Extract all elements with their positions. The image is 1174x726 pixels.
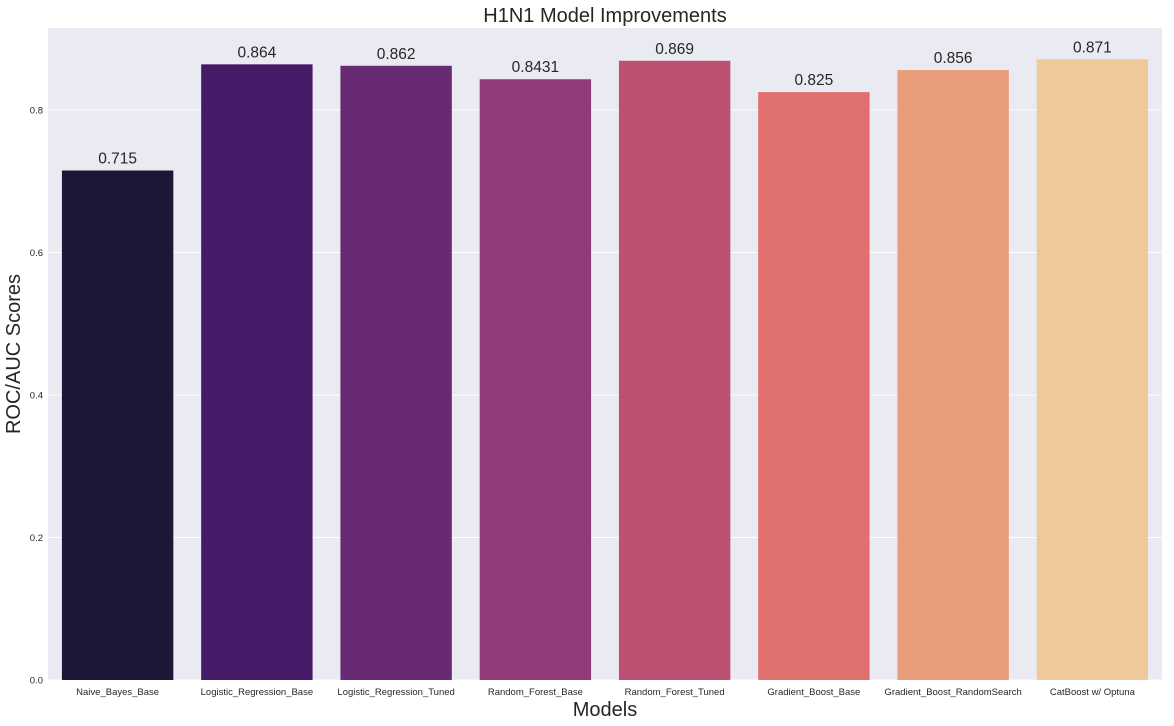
x-tick-label: CatBoost w/ Optuna	[1050, 687, 1136, 698]
bar	[618, 60, 731, 681]
bar-value-label: 0.869	[655, 41, 694, 58]
y-tick-label: 0.4	[30, 390, 43, 401]
bar-value-label: 0.871	[1073, 39, 1112, 56]
bar-value-label: 0.856	[934, 50, 973, 67]
x-tick-label: Gradient_Boost_RandomSearch	[884, 687, 1021, 698]
x-tick-label: Gradient_Boost_Base	[767, 687, 860, 698]
y-tick-label: 0.0	[30, 676, 43, 687]
x-tick-label: Random_Forest_Tuned	[625, 687, 725, 698]
y-tick-label: 0.6	[30, 248, 43, 259]
bar-value-label: 0.715	[98, 151, 137, 168]
y-tick-label: 0.2	[30, 533, 43, 544]
y-axis-ticks: 0.0 0.2 0.4 0.6 0.8	[30, 105, 43, 686]
x-tick-label: Logistic_Regression_Base	[201, 687, 313, 698]
bar	[340, 65, 452, 681]
y-tick-label: 0.8	[30, 105, 43, 116]
x-tick-label: Random_Forest_Base	[488, 687, 583, 698]
bar-value-labels: 0.715 0.864 0.862 0.8431 0.869 0.825 0.856 0.87…	[98, 39, 1112, 167]
bar-value-label: 0.862	[377, 46, 416, 63]
x-axis-ticks: Naive_Bayes_Base Logistic_Regression_Base…	[76, 687, 1135, 698]
chart-title: H1N1 Model Improvements	[483, 5, 726, 27]
x-tick-label: Naive_Bayes_Base	[76, 687, 159, 698]
x-tick-label: Logistic_Regression_Tuned	[337, 687, 454, 698]
bar-value-label: 0.8431	[512, 59, 559, 76]
bars-group	[61, 59, 1149, 681]
bar-value-label: 0.864	[237, 44, 276, 61]
y-axis-label: ROC/AUC Scores	[3, 274, 25, 434]
bar-value-label: 0.825	[794, 72, 833, 89]
bar	[61, 170, 174, 680]
bar	[897, 70, 1009, 681]
bar	[201, 64, 313, 680]
bar	[1036, 59, 1149, 680]
x-axis-label: Models	[573, 699, 637, 721]
bar	[758, 92, 870, 680]
bar	[479, 79, 592, 681]
